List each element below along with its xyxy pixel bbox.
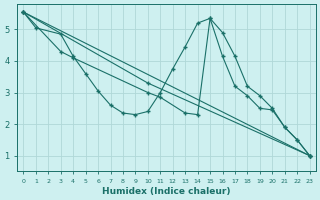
X-axis label: Humidex (Indice chaleur): Humidex (Indice chaleur) (102, 187, 231, 196)
